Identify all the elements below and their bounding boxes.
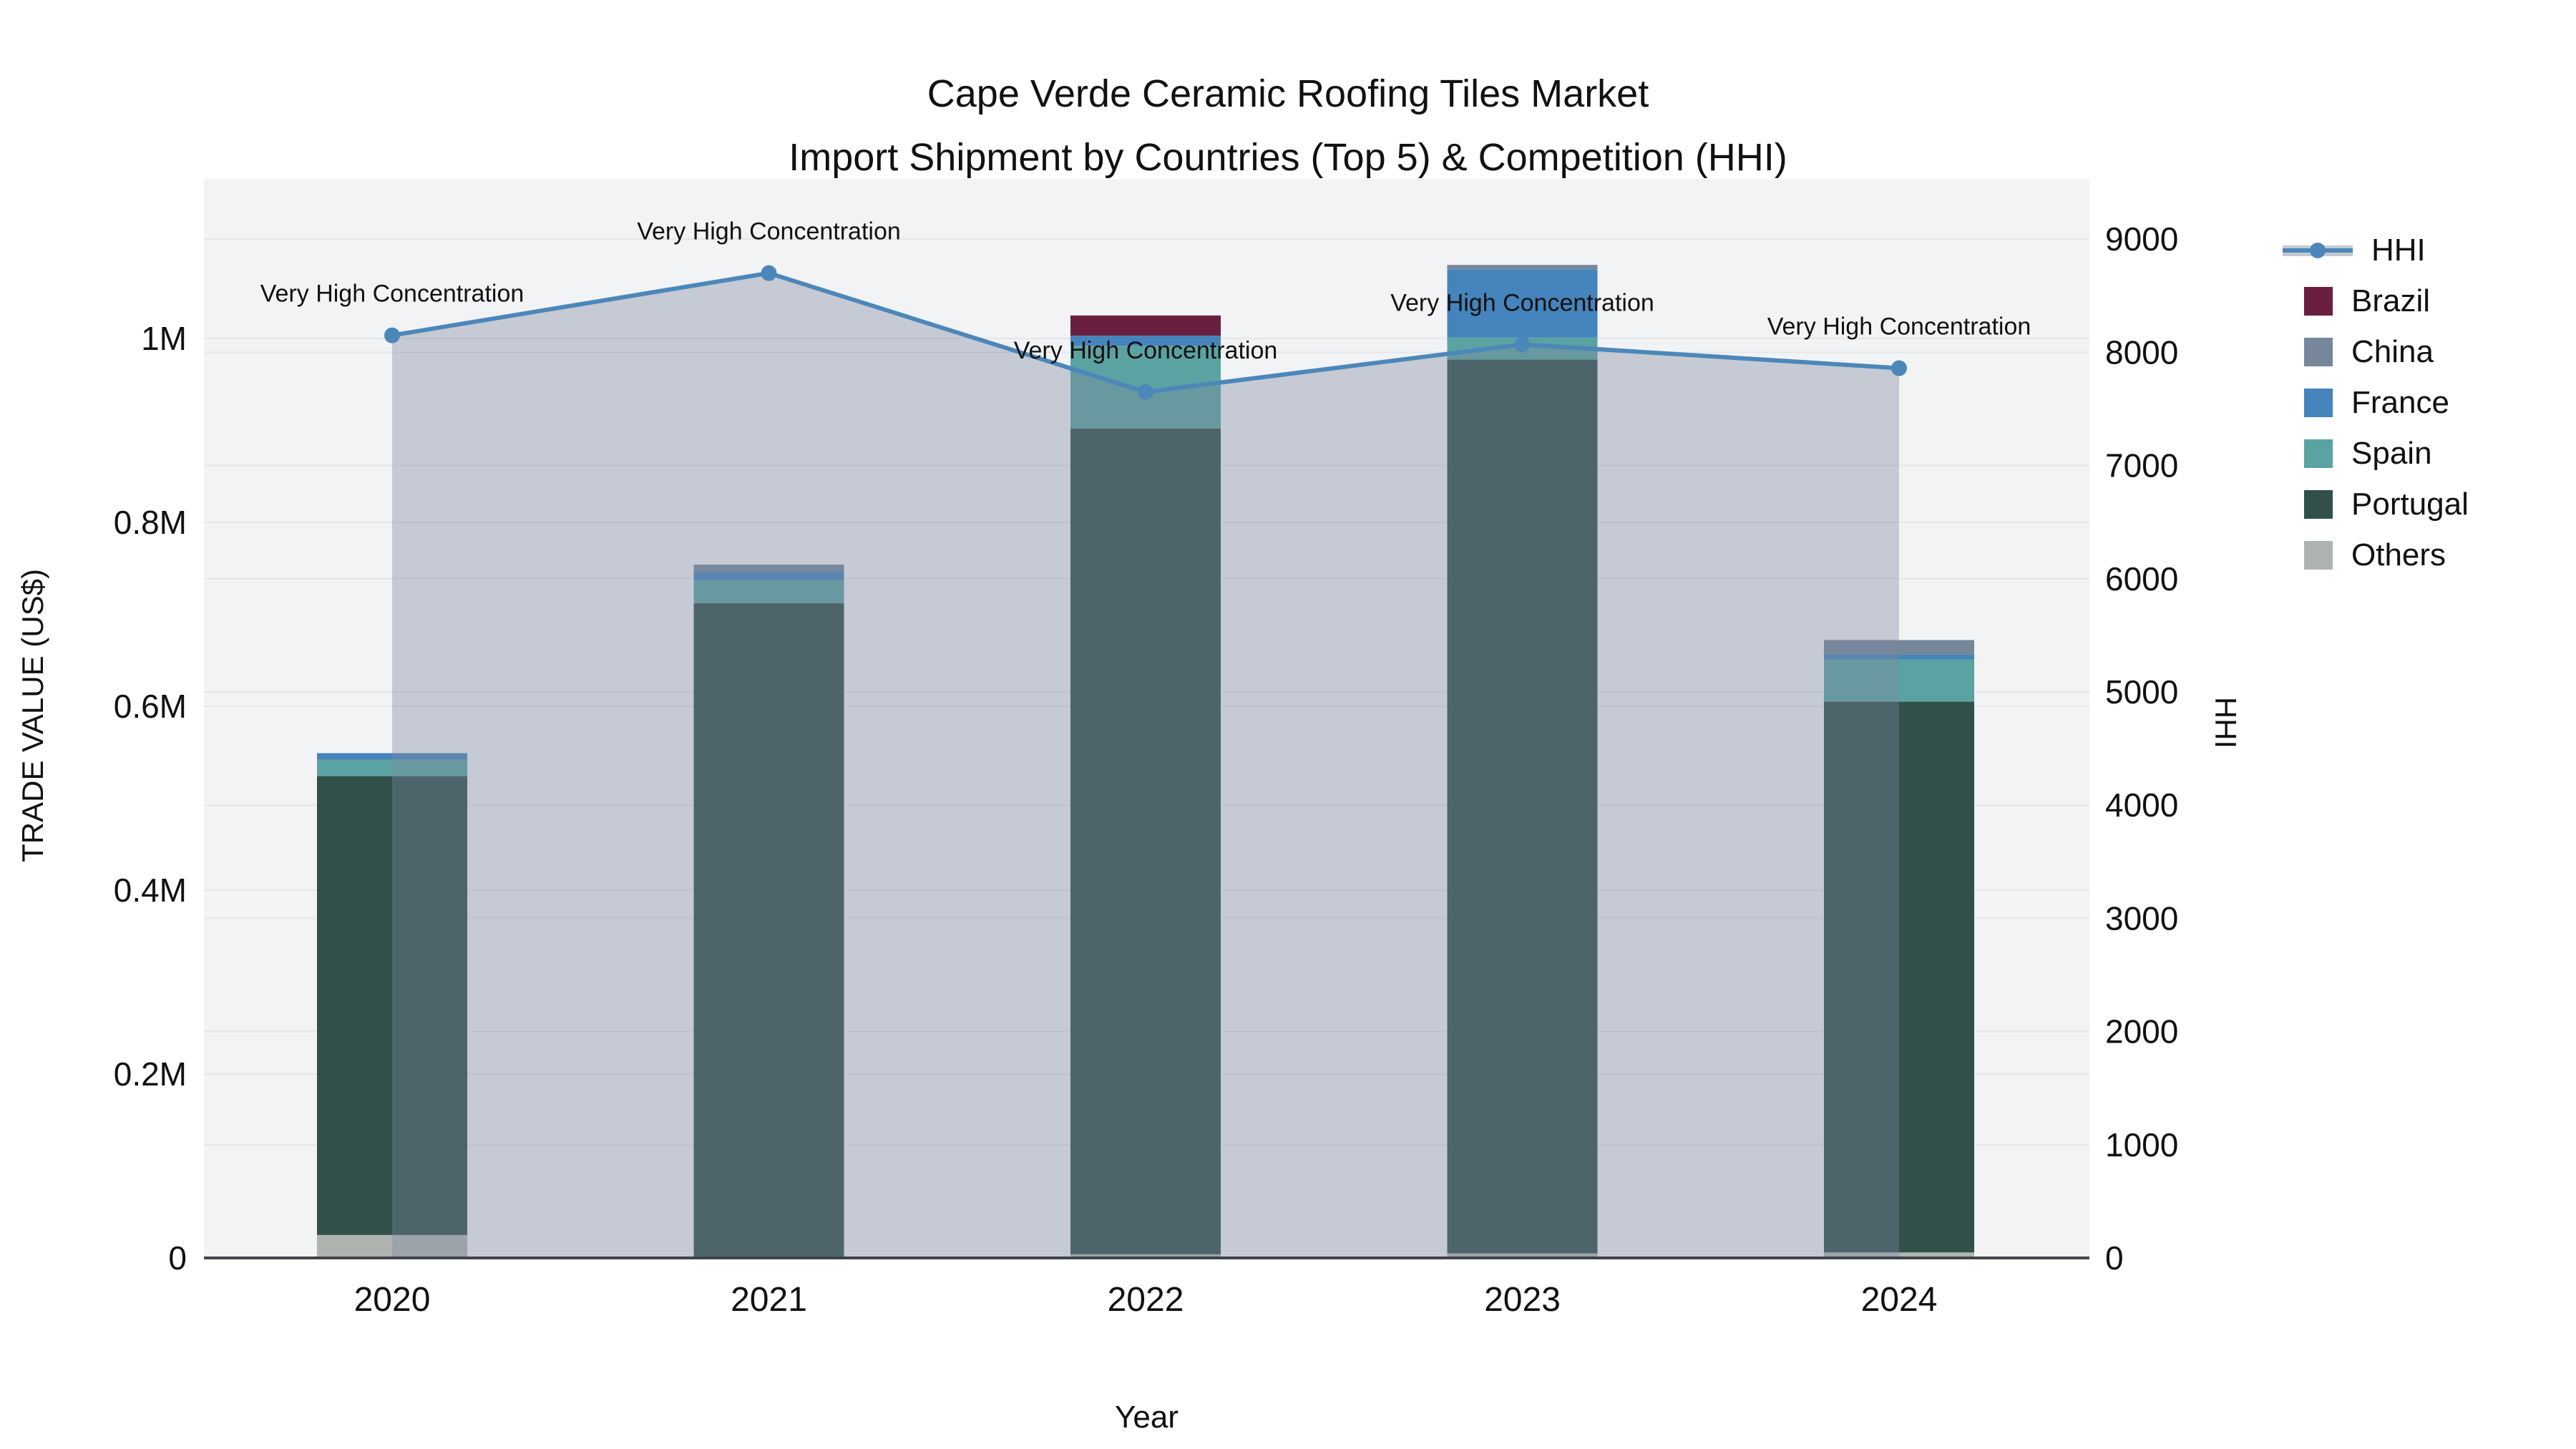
x-tick-2023: 2023 — [1484, 1281, 1561, 1319]
legend-item-spain[interactable]: Spain — [2283, 428, 2469, 479]
bar-segment-portugal-2022 — [1070, 428, 1221, 1254]
bar-segment-portugal-2023 — [1447, 359, 1598, 1254]
legend-hhi-line-icon — [2283, 236, 2353, 265]
legend: HHI Brazil China France Spain Portugal Others — [2283, 225, 2469, 580]
y-right-tick: 0 — [2105, 1239, 2124, 1277]
bar-segment-china-2021 — [693, 565, 844, 572]
bar-segment-spain-2020 — [317, 759, 467, 776]
bar-segment-spain-2024 — [1824, 659, 1974, 702]
hhi-marker-2022 — [1138, 384, 1153, 400]
y-right-tick: 5000 — [2105, 673, 2178, 711]
bar-segment-others-2023 — [1447, 1253, 1598, 1258]
legend-item-france[interactable]: France — [2283, 377, 2469, 428]
legend-swatch-portugal — [2304, 489, 2333, 519]
legend-label-spain: Spain — [2351, 435, 2432, 471]
legend-item-others[interactable]: Others — [2283, 530, 2469, 580]
legend-item-china[interactable]: China — [2283, 326, 2469, 377]
bar-segment-france-2024 — [1824, 655, 1974, 660]
y-right-tick: 2000 — [2105, 1013, 2178, 1050]
bar-segment-others-2024 — [1824, 1252, 1974, 1258]
y-right-tick: 6000 — [2105, 560, 2178, 597]
legend-item-portugal[interactable]: Portugal — [2283, 479, 2469, 530]
y-right-tick: 4000 — [2105, 786, 2178, 824]
legend-label-portugal: Portugal — [2351, 486, 2469, 522]
y-left-axis-title: TRADE VALUE (US$) — [16, 569, 49, 862]
y-right-tick: 9000 — [2105, 220, 2178, 258]
y-left-tick: 0.2M — [114, 1055, 187, 1093]
annotation-2020: Very High Concentration — [260, 280, 525, 308]
annotation-2022: Very High Concentration — [1014, 337, 1278, 364]
legend-item-hhi[interactable]: HHI — [2283, 225, 2469, 275]
hhi-area-fill — [392, 273, 1899, 1258]
annotation-2023: Very High Concentration — [1390, 289, 1654, 316]
legend-label-brazil: Brazil — [2351, 283, 2431, 318]
bar-segment-portugal-2020 — [317, 776, 467, 1235]
bar-segment-portugal-2021 — [693, 603, 844, 1258]
hhi-marker-2021 — [761, 265, 777, 281]
y-left-tick: 0.8M — [114, 504, 187, 541]
bar-segment-others-2022 — [1070, 1254, 1221, 1258]
hhi-marker-2020 — [384, 327, 400, 343]
y-right-tick: 8000 — [2105, 333, 2178, 371]
legend-label-others: Others — [2351, 537, 2446, 572]
x-tick-2021: 2021 — [731, 1281, 807, 1319]
bar-segment-france-2021 — [693, 572, 844, 580]
legend-swatch-china — [2304, 337, 2333, 366]
y-left-tick: 0.4M — [114, 872, 187, 909]
chart-title-line-1: Cape Verde Ceramic Roofing Tiles Market — [927, 72, 1649, 115]
x-tick-2024: 2024 — [1861, 1281, 1938, 1319]
hhi-marker-2023 — [1514, 336, 1531, 353]
y-right-tick: 1000 — [2105, 1126, 2178, 1163]
y-left-tick: 0 — [168, 1239, 187, 1277]
bar-segment-spain-2021 — [693, 580, 844, 604]
legend-swatch-brazil — [2304, 286, 2333, 316]
y-right-tick: 7000 — [2105, 447, 2178, 484]
legend-item-brazil[interactable]: Brazil — [2283, 275, 2469, 326]
legend-swatch-spain — [2304, 439, 2333, 468]
bar-segment-france-2023 — [1447, 269, 1598, 338]
bar-segment-france-2020 — [317, 753, 467, 760]
bar-segment-france-2022 — [1070, 336, 1221, 346]
legend-label-china: China — [2351, 333, 2434, 369]
chart-title-line-2: Import Shipment by Countries (Top 5) & C… — [789, 136, 1787, 179]
hhi-marker-2024 — [1891, 360, 1907, 376]
y-right-tick: 3000 — [2105, 899, 2178, 937]
legend-label-hhi: HHI — [2371, 232, 2426, 268]
x-axis-title: Year — [1115, 1400, 1179, 1435]
bar-segment-portugal-2024 — [1824, 701, 1974, 1253]
bar-segment-china-2023 — [1447, 265, 1598, 270]
y-right-axis-title: HHI — [2209, 696, 2243, 749]
annotation-2024: Very High Concentration — [1767, 313, 2031, 341]
legend-swatch-france — [2304, 388, 2333, 417]
y-left-tick: 1M — [141, 320, 187, 357]
annotation-2021: Very High Concentration — [637, 218, 901, 245]
bar-segment-china-2024 — [1824, 640, 1974, 655]
bar-segment-brazil-2022 — [1070, 315, 1221, 336]
legend-swatch-others — [2304, 540, 2333, 570]
legend-label-france: France — [2351, 384, 2449, 420]
x-tick-2020: 2020 — [354, 1281, 431, 1319]
x-tick-2022: 2022 — [1108, 1281, 1184, 1319]
y-left-tick: 0.6M — [114, 688, 187, 725]
bar-segment-others-2020 — [317, 1234, 467, 1258]
